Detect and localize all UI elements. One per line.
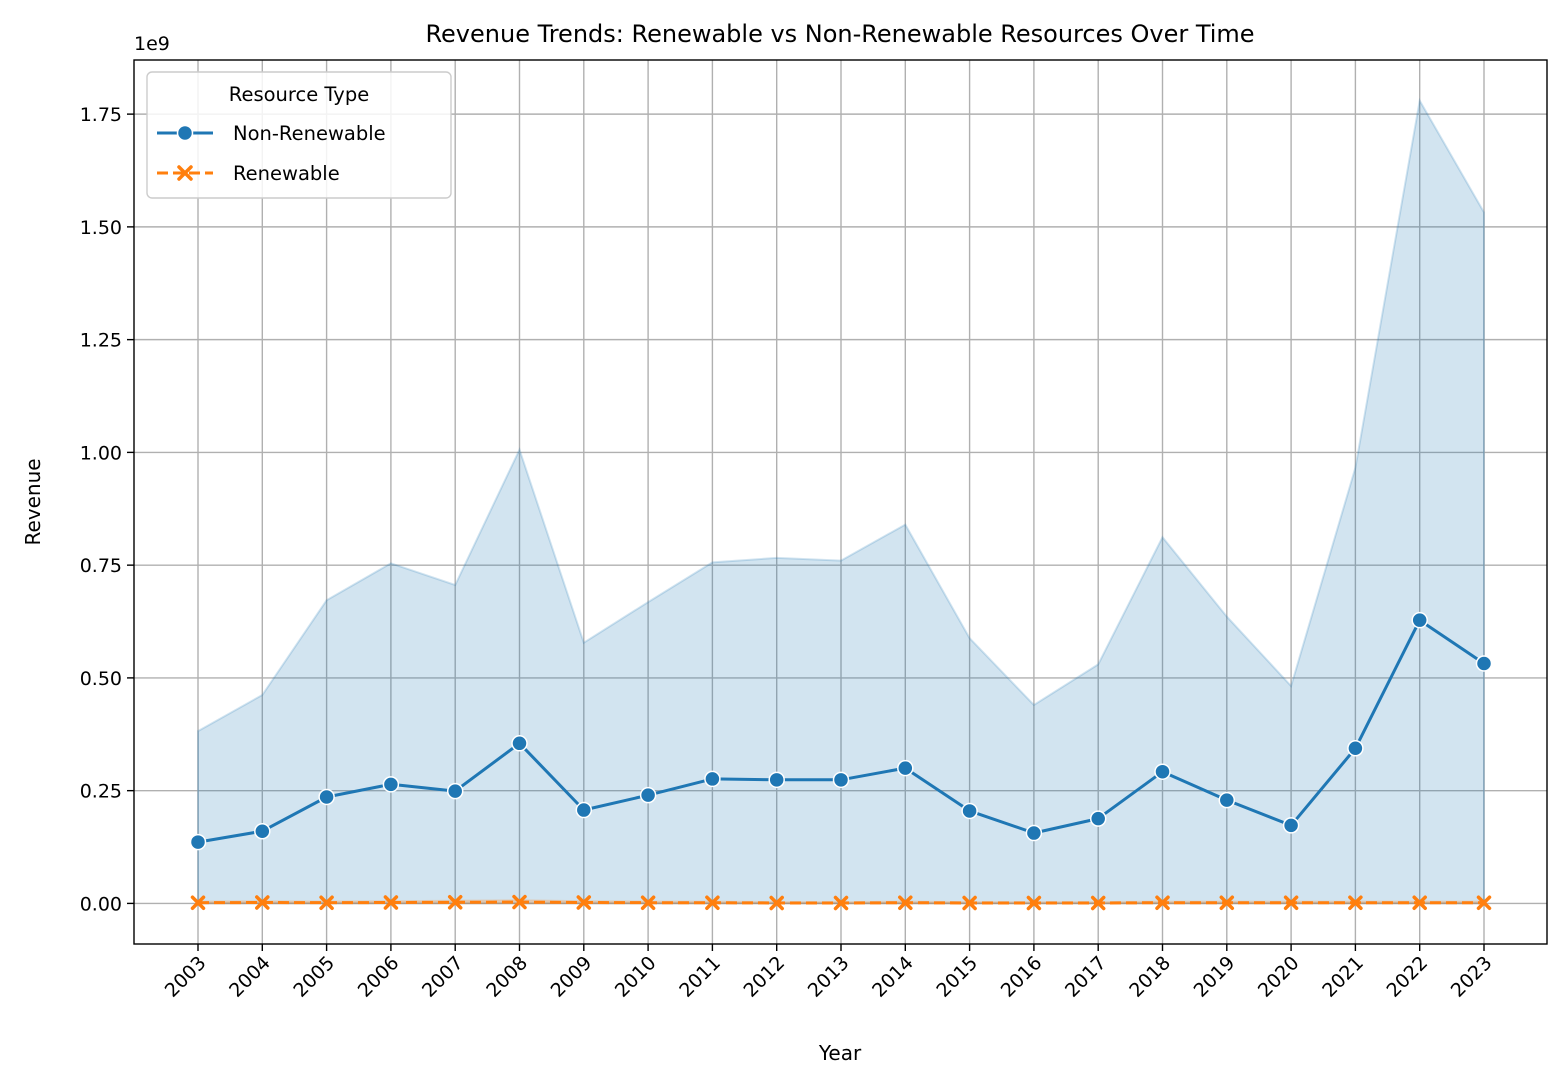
y-tick-label-0.00: 0.00 [80, 893, 122, 915]
marker-renewable-2013 [833, 895, 849, 911]
marker-renewable-2020 [1283, 895, 1299, 910]
marker-non-renewable-2017 [1089, 810, 1107, 827]
marker-renewable-2003 [190, 895, 206, 910]
marker-non-renewable-2009 [575, 801, 593, 819]
marker-non-renewable-2022 [1411, 611, 1428, 629]
legend-title: Resource Type [229, 83, 369, 106]
axis-ticks: 2003 2004 2005 2006 2007 2008 2009 2010 2011 2012… [80, 104, 1497, 1002]
y-tick-label-0.50: 0.50 [80, 668, 122, 690]
y-tick-label-1.00: 1.00 [80, 442, 122, 464]
marker-renewable-2009 [576, 895, 592, 910]
marker-non-renewable-2013 [832, 771, 850, 789]
legend-label-non-renewable: Non-Renewable [233, 122, 386, 145]
marker-renewable-2021 [1348, 895, 1363, 910]
marker-renewable-2017 [1090, 895, 1106, 911]
y-tick-label-1.25: 1.25 [80, 330, 122, 352]
marker-renewable-2008 [512, 894, 527, 910]
legend-entry-renewable: Renewable [157, 162, 340, 185]
y-tick-label-1.75: 1.75 [80, 104, 122, 126]
marker-non-renewable-2007 [446, 782, 464, 800]
y-tick-label-0.25: 0.25 [80, 781, 122, 803]
marker-non-renewable-2008 [511, 735, 528, 752]
marker-non-renewable-2005 [318, 788, 335, 806]
marker-non-renewable-2014 [897, 759, 914, 777]
marker-non-renewable-2003 [189, 833, 207, 851]
marker-renewable-2010 [640, 895, 656, 910]
marker-renewable-2015 [962, 895, 977, 911]
marker-renewable-2014 [898, 895, 913, 910]
marker-non-renewable-2020 [1282, 817, 1300, 834]
marker-non-renewable-2010 [639, 786, 657, 804]
marker-non-renewable-2006 [382, 776, 400, 793]
marker-renewable-2019 [1219, 895, 1235, 910]
x-axis-label: Year [818, 1041, 862, 1065]
marker-renewable-2004 [255, 895, 270, 910]
legend-box [146, 71, 452, 199]
y-tick-label-0.75: 0.75 [80, 555, 122, 577]
legend: Resource Type Non-Renewable Renewable [146, 71, 452, 199]
marker-non-renewable-2015 [961, 802, 978, 820]
marker-renewable-2023 [1476, 895, 1492, 910]
marker-renewable-2007 [447, 895, 463, 910]
y-tick-label-1.50: 1.50 [80, 217, 122, 239]
marker-renewable-2011 [705, 895, 720, 910]
marker-renewable-2022 [1412, 895, 1427, 910]
marker-non-renewable-2018 [1154, 763, 1171, 780]
legend-marker-non-renewable [176, 124, 194, 142]
marker-non-renewable-2021 [1347, 740, 1364, 757]
legend-entry-non-renewable: Non-Renewable [157, 122, 386, 145]
series-markers [189, 611, 1493, 911]
marker-renewable-2006 [383, 895, 399, 910]
legend-label-renewable: Renewable [233, 162, 340, 185]
marker-non-renewable-2019 [1218, 791, 1236, 809]
marker-non-renewable-2004 [254, 822, 271, 840]
marker-non-renewable-2023 [1475, 655, 1493, 672]
marker-renewable-2016 [1026, 895, 1042, 911]
marker-non-renewable-2012 [768, 771, 785, 789]
marker-renewable-2018 [1155, 895, 1170, 910]
marker-renewable-2012 [769, 895, 784, 911]
y-offset-label: 1e9 [134, 33, 170, 55]
marker-non-renewable-2016 [1025, 824, 1043, 842]
chart-title: Revenue Trends: Renewable vs Non-Renewab… [425, 20, 1254, 48]
legend-marker-renewable [177, 165, 193, 181]
marker-renewable-2005 [319, 895, 334, 910]
y-axis-label: Revenue [21, 458, 45, 545]
marker-non-renewable-2011 [704, 770, 721, 788]
